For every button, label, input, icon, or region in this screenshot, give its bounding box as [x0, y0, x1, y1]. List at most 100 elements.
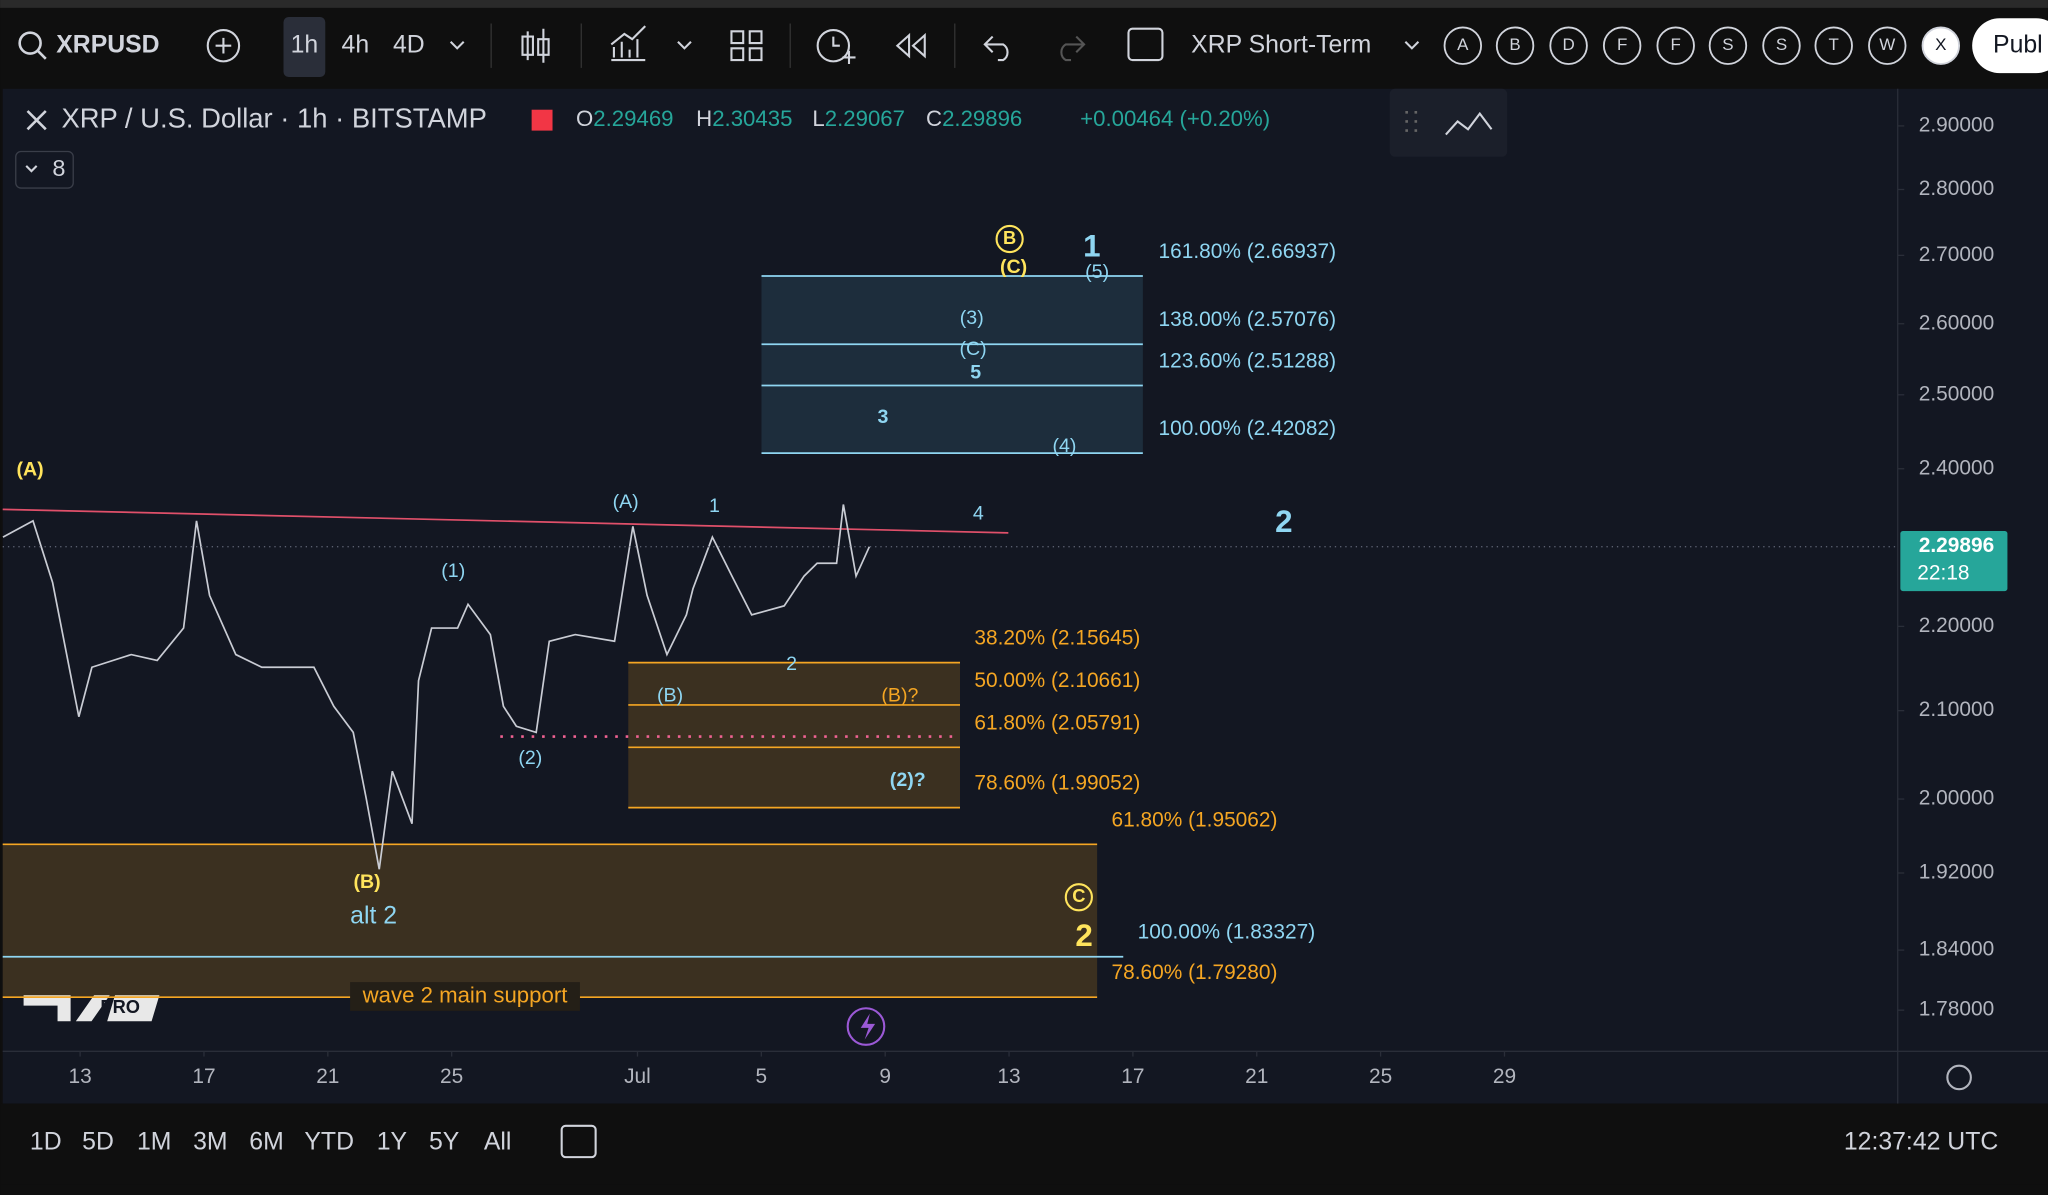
range-button[interactable]: 5D — [82, 1128, 114, 1155]
range-button[interactable]: 3M — [193, 1128, 227, 1155]
x-tick-label: 17 — [192, 1065, 215, 1088]
indicators[interactable] — [610, 25, 646, 62]
drawing-letter-button[interactable] — [1656, 26, 1695, 65]
drawing-letter: S — [1722, 35, 1733, 54]
redo[interactable] — [1060, 35, 1086, 62]
publish-button[interactable] — [1972, 18, 2048, 74]
object-toolbar[interactable] — [1389, 88, 1508, 157]
fib-label: 161.80% (2.66937) — [1159, 240, 1337, 263]
wave-label: (A) — [17, 458, 44, 480]
wave-label: 4 — [973, 503, 984, 525]
interval[interactable]: 1h — [291, 31, 319, 58]
ohlc-item: C2.29896 — [926, 106, 1022, 131]
alert-icon — [832, 36, 856, 64]
wave-label: 2 — [786, 653, 797, 675]
chart-type[interactable] — [521, 28, 550, 63]
drawing-letter: D — [1562, 35, 1574, 54]
alert[interactable] — [816, 28, 851, 63]
dropdown[interactable] — [677, 41, 692, 50]
change: +0.00464 (+0.20%) — [1080, 106, 1270, 131]
wave-label: 3 — [878, 406, 889, 428]
drawing-letter-button[interactable] — [1814, 26, 1853, 65]
y-tick-label: 2.80000 — [1919, 177, 1994, 200]
layouts[interactable] — [730, 30, 763, 62]
close-icon[interactable] — [26, 110, 47, 131]
date-range-icon[interactable] — [560, 1124, 597, 1159]
x-tick-label: 13 — [68, 1065, 91, 1088]
symbol[interactable]: XRPUSD — [56, 31, 159, 58]
drawing-letter-button[interactable] — [1602, 26, 1642, 65]
range-button[interactable]: 1Y — [377, 1128, 407, 1155]
replay[interactable] — [895, 32, 926, 59]
y-tick-label: 1.84000 — [1919, 938, 1994, 961]
fib-label: 38.20% (2.15645) — [974, 627, 1140, 650]
layout-name[interactable]: XRP Short-Term — [1191, 31, 1371, 58]
interval[interactable]: 4h — [342, 31, 370, 58]
fib-label: 100.00% (1.83327) — [1138, 921, 1316, 944]
y-tick-label: 2.90000 — [1919, 113, 1994, 136]
search-icon[interactable] — [18, 31, 42, 55]
x-tick-label: 5 — [756, 1065, 768, 1088]
dropdown[interactable] — [449, 41, 465, 50]
undo[interactable] — [983, 35, 1009, 62]
drawing-letter: T — [1829, 35, 1839, 54]
ohlc-item: L2.29067 — [812, 106, 905, 131]
wave-label: alt 2 — [350, 902, 397, 929]
range-button[interactable]: 1M — [137, 1128, 171, 1155]
dropdown[interactable] — [1404, 41, 1420, 50]
fib-label: 100.00% (2.42082) — [1159, 417, 1337, 440]
add-symbol[interactable] — [206, 28, 241, 63]
drawing-letter: F — [1671, 35, 1681, 54]
search-icon — [37, 50, 47, 60]
range-button[interactable]: 6M — [249, 1128, 283, 1155]
ohlc-key: O — [576, 106, 593, 131]
chevron — [25, 165, 38, 173]
interval[interactable]: 4D — [393, 31, 425, 58]
wave-label: (C) — [959, 338, 986, 360]
ohlc-item: O2.29469 — [576, 106, 673, 131]
range-button[interactable]: 5Y — [429, 1128, 459, 1155]
drawing-letter-button[interactable] — [1762, 26, 1801, 65]
range-button[interactable]: All — [484, 1128, 512, 1155]
x-tick-label: 21 — [1245, 1065, 1268, 1088]
drawing-letter-button[interactable] — [1443, 26, 1483, 65]
x-tick-label: Jul — [624, 1065, 651, 1088]
x-tick-label: 21 — [316, 1065, 339, 1088]
ohlc-key: H — [696, 106, 712, 131]
drawing-letter-button[interactable] — [1868, 26, 1907, 65]
wave-circle — [1064, 883, 1093, 912]
drawing-letter-button[interactable] — [1495, 26, 1535, 65]
fib-label: 78.60% (1.79280) — [1112, 961, 1278, 984]
wave-label: (B)? — [881, 684, 918, 706]
ohlc-key: L — [812, 106, 824, 131]
fib-label: 61.80% (1.95062) — [1112, 808, 1278, 831]
fib-zone — [761, 276, 1143, 454]
range-button[interactable]: 1D — [30, 1128, 62, 1155]
drawing-letter-button[interactable] — [1708, 26, 1748, 65]
publish-label: Publ — [1993, 31, 2043, 58]
y-tick-label: 2.00000 — [1919, 787, 1994, 810]
wave-label: (3) — [960, 307, 984, 329]
wave-label: B — [1003, 227, 1016, 248]
drawing-letter: F — [1617, 35, 1627, 54]
x-tick-label: 13 — [997, 1065, 1020, 1088]
y-tick-label: 2.40000 — [1919, 456, 1994, 479]
fib-label: 50.00% (2.10661) — [974, 669, 1140, 692]
support-label: wave 2 main support — [362, 982, 568, 1007]
range-button[interactable]: YTD — [304, 1128, 354, 1155]
tv-logo — [23, 995, 160, 1022]
settings-icon[interactable] — [1946, 1064, 1972, 1091]
wave-label: 1 — [709, 495, 720, 517]
y-tick-label: 2.20000 — [1919, 614, 1994, 637]
drawing-letter-button[interactable] — [1921, 26, 1961, 65]
wave-label: (5) — [1085, 261, 1109, 283]
drawing-letter-button[interactable] — [1549, 26, 1588, 65]
layout-icon[interactable] — [1127, 27, 1164, 62]
x-tick-label: 17 — [1121, 1065, 1144, 1088]
fib-label: 78.60% (1.99052) — [974, 772, 1140, 795]
lightning-icon[interactable] — [846, 1007, 886, 1046]
indicator-toggle[interactable] — [15, 150, 74, 189]
lightning-bolt — [860, 1013, 876, 1040]
top-edge — [0, 0, 2048, 8]
